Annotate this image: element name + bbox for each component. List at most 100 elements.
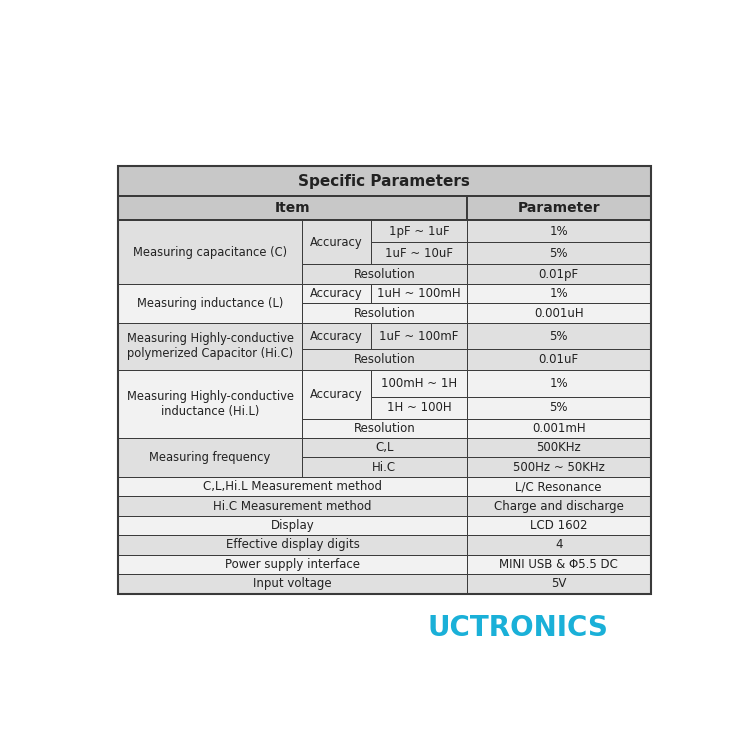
Bar [467,536,650,555]
Text: Power supply interface: Power supply interface [225,558,360,571]
Text: 5%: 5% [550,330,568,343]
Text: Measuring frequency: Measuring frequency [149,451,271,464]
Bar [467,438,650,458]
Text: 500KHz: 500KHz [536,441,581,454]
Bar [118,496,650,516]
Bar [467,242,650,265]
Bar [118,516,650,536]
Text: 1uH ~ 100mH: 1uH ~ 100mH [377,287,460,300]
Text: Parameter: Parameter [518,201,600,215]
Bar [467,322,650,350]
Text: Resolution: Resolution [353,422,416,435]
Text: Measuring Highly-conductive
inductance (Hi.L): Measuring Highly-conductive inductance (… [127,390,293,418]
Bar [371,322,467,350]
Bar [467,220,650,242]
Bar [118,322,650,350]
Text: Hi.C: Hi.C [372,460,397,474]
Text: Measuring capacitance (C): Measuring capacitance (C) [133,246,287,259]
Bar [118,350,650,370]
Text: 0.01pF: 0.01pF [538,268,579,280]
Bar [302,265,467,284]
Bar [302,350,467,370]
Text: Hi.C Measurement method: Hi.C Measurement method [213,500,372,512]
Bar [371,284,467,304]
Bar [302,322,371,350]
Bar [467,477,650,496]
Bar [302,458,467,477]
Bar [302,220,371,265]
Bar [118,555,650,574]
Text: 5V: 5V [551,578,566,590]
Text: 0.001mH: 0.001mH [532,422,586,435]
Bar [371,370,467,397]
Text: Charge and discharge: Charge and discharge [494,500,624,512]
Bar [118,574,650,593]
Text: Accuracy: Accuracy [310,287,363,300]
Text: Resolution: Resolution [353,353,416,366]
Bar [302,438,467,458]
Text: Accuracy: Accuracy [310,330,363,343]
Text: Resolution: Resolution [353,307,416,320]
Text: Effective display digits: Effective display digits [226,538,359,551]
Text: MINI USB & Φ5.5 DC: MINI USB & Φ5.5 DC [500,558,618,571]
Bar [118,477,467,496]
Bar [118,477,650,496]
Text: 100mH ~ 1H: 100mH ~ 1H [381,376,457,390]
Text: LCD 1602: LCD 1602 [530,519,587,532]
Text: Specific Parameters: Specific Parameters [298,173,470,188]
Bar [118,166,650,593]
Bar [118,438,302,477]
Text: 1uF ~ 100mF: 1uF ~ 100mF [380,330,459,343]
Bar [467,265,650,284]
Text: 5%: 5% [550,247,568,260]
Bar [467,419,650,438]
Bar [467,574,650,593]
Bar [302,370,371,419]
Bar [371,242,467,265]
Bar [118,458,650,477]
Bar [118,370,650,397]
Text: 1%: 1% [550,287,568,300]
Text: 500Hz ~ 50KHz: 500Hz ~ 50KHz [513,460,604,474]
Text: 1pF ~ 1uF: 1pF ~ 1uF [388,225,449,238]
Text: Accuracy: Accuracy [310,236,363,249]
Bar [118,265,650,284]
Bar [467,350,650,370]
Bar [467,516,650,536]
Text: C,L: C,L [375,441,394,454]
Text: 1uF ~ 10uF: 1uF ~ 10uF [385,247,453,260]
Text: Measuring Highly-conductive
polymerized Capacitor (Hi.C): Measuring Highly-conductive polymerized … [127,332,293,361]
Bar [467,397,650,418]
Text: 0.001uH: 0.001uH [534,307,584,320]
Text: 1H ~ 100H: 1H ~ 100H [387,401,452,414]
Text: Resolution: Resolution [353,268,416,280]
Bar [118,304,650,322]
Text: Item: Item [274,201,310,215]
Bar [118,196,467,220]
Bar [118,397,650,418]
Text: L/C Resonance: L/C Resonance [515,480,602,493]
Text: Measuring inductance (L): Measuring inductance (L) [136,297,284,310]
Bar [371,397,467,418]
Text: 0.01uF: 0.01uF [538,353,579,366]
Bar [118,516,467,536]
Text: 1%: 1% [550,376,568,390]
Text: Accuracy: Accuracy [310,388,363,400]
Bar [118,242,650,265]
Bar [302,304,467,322]
Bar [118,220,650,242]
Bar [467,458,650,477]
Bar [118,419,650,438]
Bar [118,322,302,370]
Bar [118,536,467,555]
Text: 1%: 1% [550,225,568,238]
Text: 5%: 5% [550,401,568,414]
Bar [467,496,650,516]
Bar [302,284,371,304]
Bar [302,419,467,438]
Bar [371,220,467,242]
Text: C,L,Hi.L Measurement method: C,L,Hi.L Measurement method [203,480,382,493]
Bar [118,284,650,304]
Text: 4: 4 [555,538,562,551]
Bar [118,496,467,516]
